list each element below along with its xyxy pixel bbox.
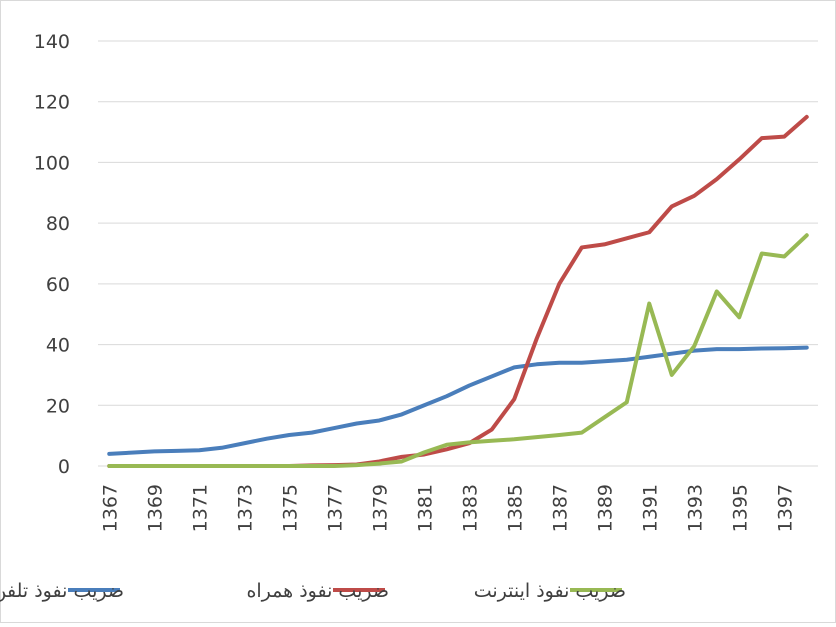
x-tick-label: 1367 — [99, 484, 121, 532]
y-tick-label: 0 — [58, 456, 70, 478]
x-tick-label: 1375 — [279, 484, 301, 532]
x-tick-label: 1383 — [459, 484, 481, 532]
x-tick-label: 1395 — [729, 484, 751, 532]
y-tick-label: 40 — [46, 335, 70, 357]
x-tick-label: 1371 — [189, 484, 211, 532]
x-tick-label: 1379 — [369, 484, 391, 532]
y-tick-label: 80 — [46, 213, 70, 235]
x-tick-label: 1393 — [684, 484, 706, 532]
x-tick-label: 1385 — [504, 484, 526, 532]
y-tick-label: 140 — [34, 31, 70, 53]
y-tick-label: 100 — [34, 152, 70, 174]
legend-label: ضریب نفوذ اینترنت — [474, 580, 626, 602]
x-tick-label: 1377 — [324, 484, 346, 532]
x-tick-label: 1387 — [549, 484, 571, 532]
x-tick-label: 1369 — [144, 484, 166, 532]
y-tick-label: 120 — [34, 92, 70, 114]
y-tick-label: 20 — [46, 395, 70, 417]
legend-label: ضریب نفوذ همراه — [246, 580, 389, 602]
chart: 0 20 40 60 80 100 120 140 1367 1369 1371 1373 1375 13… — [0, 0, 836, 623]
x-tick-label: 1373 — [234, 484, 256, 532]
x-tick-label: 1381 — [414, 484, 436, 532]
y-tick-label: 60 — [46, 274, 70, 296]
x-tick-label: 1397 — [774, 484, 796, 532]
x-tick-label: 1389 — [594, 484, 616, 532]
legend-label: ضریب نفوذ تلفن ثابت — [0, 580, 124, 602]
x-tick-label: 1391 — [639, 484, 661, 532]
